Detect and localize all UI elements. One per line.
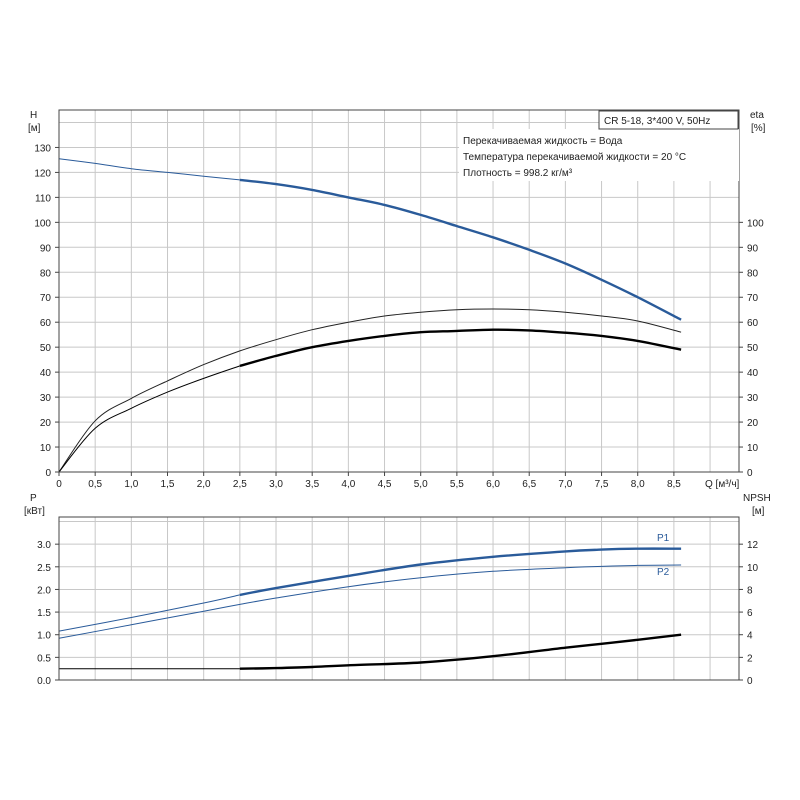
top-left-tick-label: 40 xyxy=(40,368,52,379)
x-tick-label: 8,5 xyxy=(667,479,681,490)
x-tick-label: 1,5 xyxy=(161,479,175,490)
bottom-right-axis-name: NPSH xyxy=(743,493,771,504)
bottom-right-tick-label: 4 xyxy=(747,631,753,642)
top-chart-frame xyxy=(58,109,740,473)
top-left-tick-label: 80 xyxy=(40,268,52,279)
model-label: CR 5-18, 3*400 V, 50Hz xyxy=(604,116,710,127)
x-tick-label: 7,5 xyxy=(595,479,609,490)
bottom-left-tick-label: 0.5 xyxy=(37,653,51,664)
bottom-left-tick-label: 1.0 xyxy=(37,631,51,642)
model-box xyxy=(598,110,739,130)
bottom-right-tick-label: 0 xyxy=(747,676,753,687)
x-tick-label: 2,5 xyxy=(233,479,247,490)
bottom-left-tick-label: 0.0 xyxy=(37,676,51,687)
top-left-tick-label: 50 xyxy=(40,343,52,354)
x-tick-label: 0,5 xyxy=(88,479,102,490)
info-line-temperature: Температура перекачиваемой жидкости = 20… xyxy=(463,152,686,163)
top-right-tick-label: 40 xyxy=(747,368,759,379)
x-tick-label: 2,0 xyxy=(197,479,211,490)
top-left-tick-label: 10 xyxy=(40,443,52,454)
x-tick-label: 3,0 xyxy=(269,479,283,490)
bottom-right-tick-label: 2 xyxy=(747,653,753,664)
x-tick-label: 5,0 xyxy=(414,479,428,490)
top-left-tick-label: 100 xyxy=(34,218,51,229)
h-curve-bold xyxy=(239,178,682,321)
bottom-left-tick-label: 2.0 xyxy=(37,585,51,596)
top-left-tick-label: 110 xyxy=(35,193,51,204)
x-tick-label: 6,0 xyxy=(486,479,500,490)
bottom-left-tick-label: 3.0 xyxy=(37,540,51,551)
bottom-right-tick-label: 10 xyxy=(747,563,759,574)
info-line-density: Плотность = 998.2 кг/м³ xyxy=(463,168,573,179)
bottom-right-tick-label: 8 xyxy=(747,585,753,596)
p1-label: P1 xyxy=(657,533,670,544)
bottom-left-axis-name: P xyxy=(30,493,37,504)
top-right-tick-label: 90 xyxy=(747,243,759,254)
top-left-tick-label: 120 xyxy=(34,168,51,179)
info-line-liquid: Перекачиваемая жидкость = Вода xyxy=(463,136,623,147)
top-left-tick-label: 60 xyxy=(40,318,52,329)
bottom-right-axis-unit: [м] xyxy=(752,506,765,517)
top-right-tick-label: 10 xyxy=(747,443,759,454)
x-tick-label: 7,0 xyxy=(558,479,572,490)
bottom-left-axis-unit: [кВт] xyxy=(24,506,45,517)
bottom-chart-grid xyxy=(59,517,739,680)
eta-curve-bold xyxy=(239,328,682,368)
top-left-tick-label: 70 xyxy=(40,293,52,304)
x-axis-label: Q [м³/ч] xyxy=(705,479,740,490)
top-left-tick-label: 90 xyxy=(40,243,52,254)
top-right-tick-label: 100 xyxy=(747,218,764,229)
top-right-axis-name: eta xyxy=(750,110,764,121)
info-box-background xyxy=(459,129,739,181)
bottom-left-tick-label: 1.5 xyxy=(37,608,51,619)
x-tick-label: 6,5 xyxy=(522,479,536,490)
h-curve-thin xyxy=(58,158,240,181)
p2-curve xyxy=(58,564,682,639)
top-right-tick-label: 0 xyxy=(747,468,753,479)
top-right-tick-label: 80 xyxy=(747,268,759,279)
bottom-right-tick-label: 12 xyxy=(747,540,759,551)
x-tick-label: 0 xyxy=(56,479,62,490)
top-right-axis-unit: [%] xyxy=(751,123,766,134)
bottom-right-tick-label: 6 xyxy=(747,608,753,619)
eta-curve-thin xyxy=(58,365,241,473)
top-right-tick-label: 60 xyxy=(747,318,759,329)
top-axis-ticks: 0 0,5 1,0 1,5 2,0 2,5 3,0 3,5 4,0 4,5 5,0 5,5 6,0 6,5… xyxy=(34,143,764,490)
bottom-axis-ticks: 0.0 0.5 1.0 1.5 2.0 2.5 3.0 0 2 4 6 8 10 12 xyxy=(37,540,758,687)
top-left-tick-label: 30 xyxy=(40,393,52,404)
eta-upper-curve xyxy=(58,308,682,473)
p1-curve-thin xyxy=(58,594,241,632)
bottom-chart-frame xyxy=(58,516,740,681)
top-left-tick-label: 20 xyxy=(40,418,52,429)
x-tick-label: 1,0 xyxy=(124,479,138,490)
top-right-tick-label: 20 xyxy=(747,418,759,429)
top-left-axis-unit: [м] xyxy=(28,123,41,134)
top-right-tick-label: 70 xyxy=(747,293,759,304)
x-tick-label: 8,0 xyxy=(631,479,645,490)
top-left-axis-name: H xyxy=(30,110,37,121)
top-left-tick-label: 0 xyxy=(45,468,51,479)
top-right-tick-label: 50 xyxy=(747,343,759,354)
p2-label: P2 xyxy=(657,567,670,578)
bottom-left-tick-label: 2.5 xyxy=(37,563,51,574)
p1-curve-bold xyxy=(239,547,682,597)
top-left-tick-label: 130 xyxy=(34,143,51,154)
x-tick-label: 4,0 xyxy=(341,479,355,490)
npsh-curve-bold xyxy=(239,633,682,670)
x-tick-label: 4,5 xyxy=(378,479,392,490)
x-tick-label: 3,5 xyxy=(305,479,319,490)
curves-layer xyxy=(58,158,682,670)
top-right-tick-label: 30 xyxy=(747,393,759,404)
x-tick-label: 5,5 xyxy=(450,479,464,490)
